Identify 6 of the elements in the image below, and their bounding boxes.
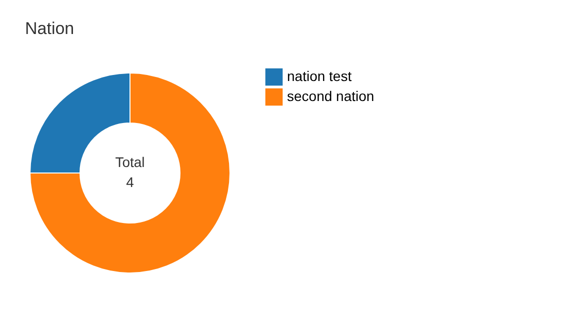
legend-label: nation test [287,68,352,84]
chart-title: Nation [25,19,74,38]
text: 4 [126,174,134,190]
donut-slice [30,72,230,274]
text: Total [115,154,145,170]
legend-label: second nation [287,88,374,104]
